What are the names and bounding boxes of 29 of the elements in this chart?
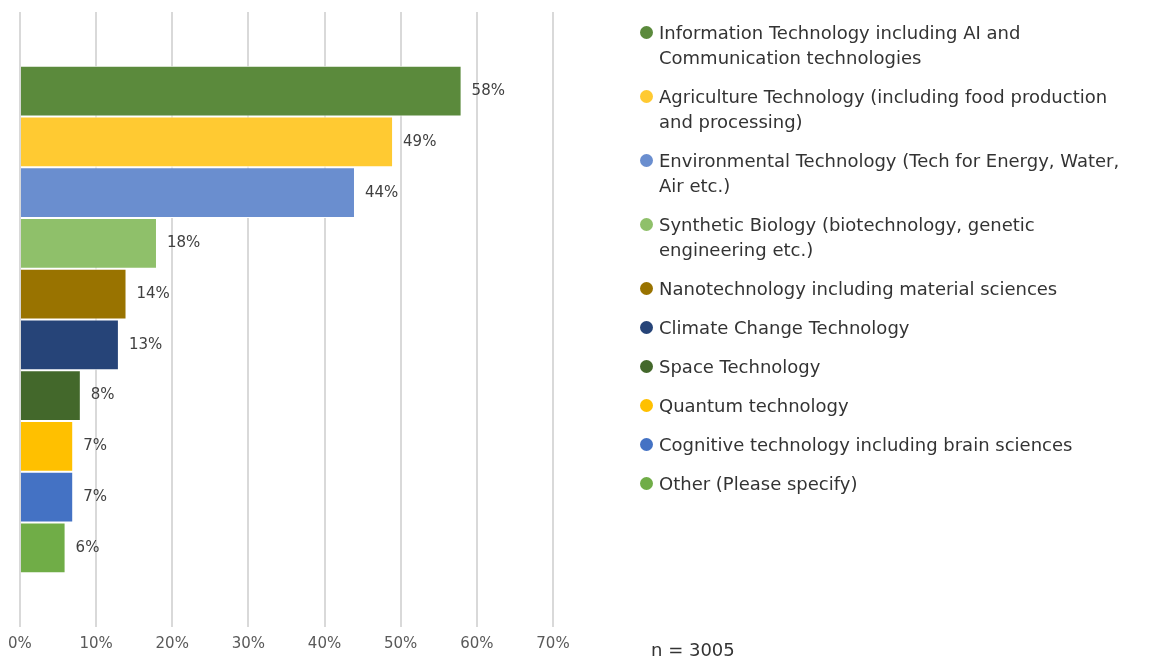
legend-label: Synthetic Biology (biotechnology, genetic engineering etc.) bbox=[659, 213, 1036, 262]
data-label: 14% bbox=[136, 284, 170, 303]
legend-label: Information Technology including AI and Communication technologies bbox=[659, 21, 1022, 70]
legend-label: Quantum technology bbox=[659, 394, 849, 418]
legend-label: Nanotechnology including material sciences bbox=[659, 277, 1058, 301]
legend-label: Cognitive technology including brain sciences bbox=[659, 433, 1073, 457]
x-tick-label: 50% bbox=[384, 633, 418, 652]
data-label: 44% bbox=[364, 182, 399, 201]
x-tick-label: 10% bbox=[79, 633, 113, 652]
text: n = 3005 bbox=[651, 639, 735, 660]
x-tick-label: 40% bbox=[307, 633, 342, 652]
data-label: 6% bbox=[75, 537, 100, 556]
data-label: 8% bbox=[90, 385, 115, 404]
data-label: 58% bbox=[471, 81, 505, 100]
legend-label: Other (Please specify) bbox=[659, 472, 858, 496]
data-label: 18% bbox=[166, 233, 201, 252]
x-tick-label: 70% bbox=[536, 633, 570, 652]
x-tick-label: 30% bbox=[231, 633, 266, 652]
x-tick-label: 20% bbox=[155, 633, 189, 652]
data-label: 7% bbox=[83, 486, 108, 505]
legend-label: Agriculture Technology (including food production and processing) bbox=[659, 85, 1109, 134]
legend-label: Environmental Technology (Tech for Energy, Water, Air etc.) bbox=[659, 149, 1121, 198]
data-label: 7% bbox=[83, 436, 108, 455]
legend-label: Space Technology bbox=[659, 355, 821, 379]
data-label: 13% bbox=[128, 334, 163, 353]
legend-label: Climate Change Technology bbox=[659, 316, 910, 340]
x-tick-label: 60% bbox=[460, 633, 494, 652]
x-tick-label: 0% bbox=[8, 633, 32, 652]
data-label: 49% bbox=[403, 131, 437, 150]
